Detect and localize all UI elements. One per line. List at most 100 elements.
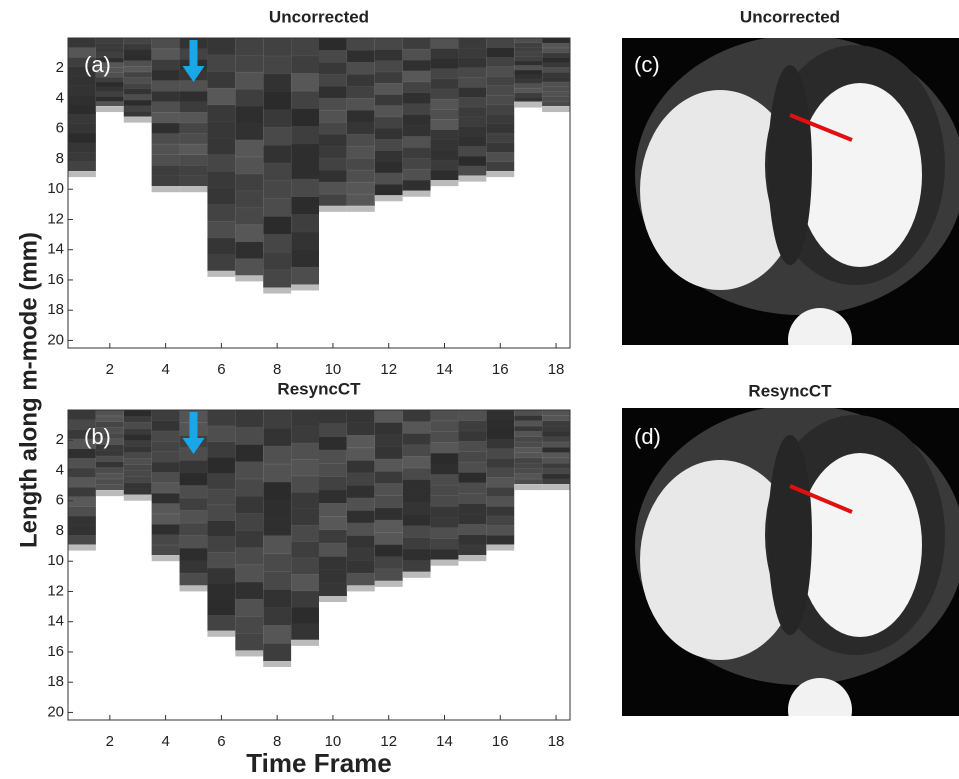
texture <box>123 458 152 465</box>
texture <box>430 68 459 80</box>
bar <box>95 410 124 491</box>
texture <box>542 468 570 475</box>
edge-blur <box>151 555 180 562</box>
texture <box>319 61 347 75</box>
texture <box>95 455 124 463</box>
texture <box>319 73 347 87</box>
texture <box>486 66 515 77</box>
texture <box>374 483 403 496</box>
x-tick-label: 6 <box>217 361 225 378</box>
texture <box>319 170 347 182</box>
texture <box>123 488 152 496</box>
texture <box>68 506 96 517</box>
texture <box>402 467 431 480</box>
edge-blur <box>291 284 319 291</box>
texture <box>542 457 570 464</box>
bar <box>402 410 431 572</box>
texture <box>542 420 570 427</box>
texture <box>95 427 124 434</box>
texture <box>124 434 152 441</box>
chart-title: Uncorrected <box>269 7 369 26</box>
bar <box>374 410 403 581</box>
texture <box>430 38 459 49</box>
texture <box>207 567 236 584</box>
texture <box>403 180 431 191</box>
y-tick-label: 14 <box>47 613 64 630</box>
texture <box>486 85 515 96</box>
texture <box>207 441 236 458</box>
texture <box>207 220 236 239</box>
texture <box>68 57 96 68</box>
x-tick-label: 16 <box>492 361 509 378</box>
texture <box>458 77 487 88</box>
texture <box>402 147 431 159</box>
edge-blur <box>68 544 96 551</box>
texture <box>263 162 292 182</box>
texture <box>235 207 264 226</box>
texture <box>235 38 264 56</box>
texture <box>291 214 319 233</box>
texture <box>207 254 236 272</box>
texture <box>263 607 292 626</box>
texture <box>346 97 375 111</box>
texture <box>151 451 180 463</box>
texture <box>374 446 403 460</box>
texture <box>402 444 431 457</box>
bar <box>458 410 487 556</box>
texture <box>151 133 180 145</box>
texture <box>542 474 570 480</box>
texture <box>319 542 347 557</box>
bar <box>458 38 487 176</box>
texture <box>291 574 319 592</box>
texture <box>458 524 487 535</box>
texture <box>542 101 570 107</box>
texture <box>291 623 319 641</box>
texture <box>151 534 180 546</box>
panel-label: (a) <box>84 52 111 77</box>
texture <box>235 564 264 583</box>
texture <box>346 497 375 511</box>
texture <box>291 607 319 624</box>
texture <box>319 145 347 159</box>
texture <box>263 269 292 289</box>
y-tick-label: 16 <box>47 643 64 660</box>
texture <box>263 427 292 447</box>
texture <box>235 616 264 634</box>
texture <box>291 90 319 109</box>
texture <box>235 495 264 514</box>
texture <box>458 451 487 463</box>
texture <box>458 57 487 68</box>
edge-blur <box>207 630 236 637</box>
texture <box>402 537 431 550</box>
edge-blur <box>123 494 152 501</box>
texture <box>207 204 236 222</box>
texture <box>179 112 208 124</box>
bar <box>263 38 292 288</box>
texture <box>430 420 459 432</box>
texture <box>179 510 208 524</box>
texture <box>430 527 459 539</box>
x-tick-label: 10 <box>325 733 342 750</box>
texture <box>319 157 347 171</box>
texture <box>346 460 375 474</box>
edge-blur <box>207 270 236 277</box>
texture <box>123 470 152 478</box>
texture <box>374 434 403 448</box>
texture <box>375 422 403 435</box>
texture <box>207 536 236 553</box>
texture <box>263 74 291 92</box>
texture <box>542 42 570 49</box>
bar <box>374 38 403 196</box>
texture <box>95 38 124 44</box>
texture <box>346 535 375 549</box>
texture <box>123 88 152 95</box>
texture <box>374 568 403 582</box>
texture <box>430 159 459 171</box>
texture <box>291 541 319 559</box>
edge-blur <box>514 484 543 491</box>
texture <box>542 91 570 97</box>
texture <box>514 83 543 89</box>
texture <box>430 109 459 120</box>
texture <box>346 61 375 75</box>
texture <box>375 184 403 196</box>
